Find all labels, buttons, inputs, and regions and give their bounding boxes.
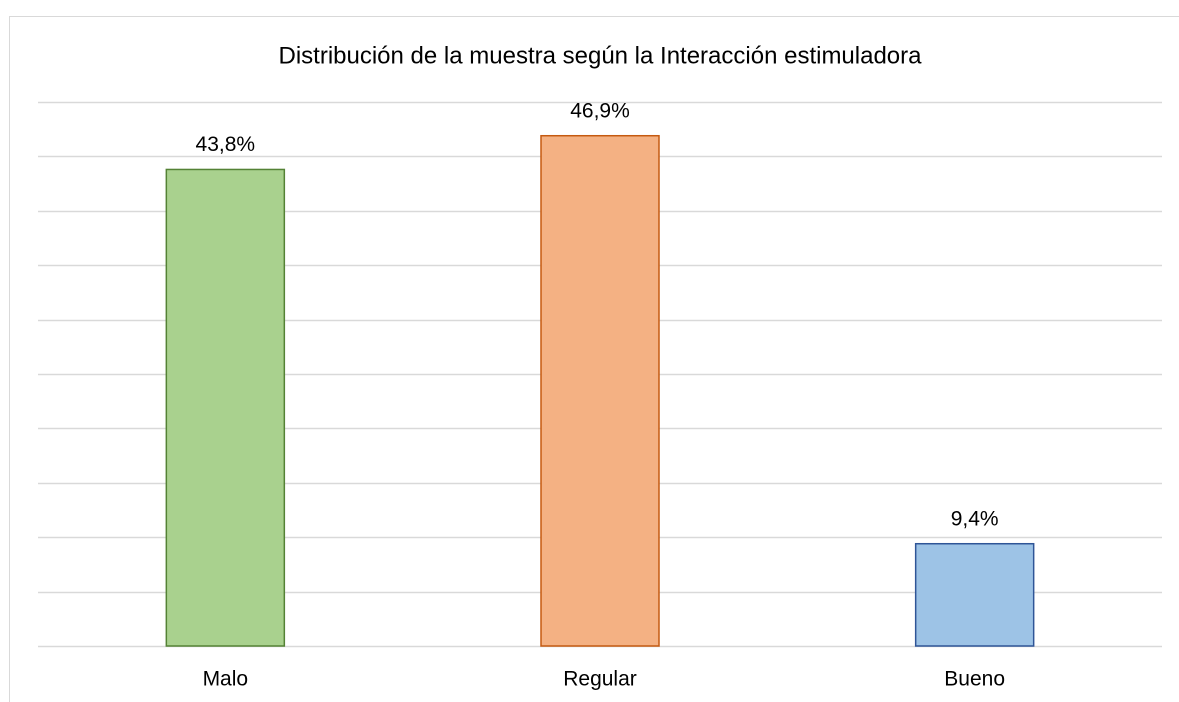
bar [540,134,660,647]
data-label: 46,9% [570,99,630,122]
x-tick-label: Regular [563,668,637,691]
chart-title: Distribución de la muestra según la Inte… [279,42,923,69]
x-tick-label: Malo [203,668,249,691]
bar [914,542,1035,647]
data-label: 43,8% [196,133,256,156]
data-label: 9,4% [951,507,999,530]
x-tick-label: Bueno [944,668,1005,691]
bar [165,168,286,647]
